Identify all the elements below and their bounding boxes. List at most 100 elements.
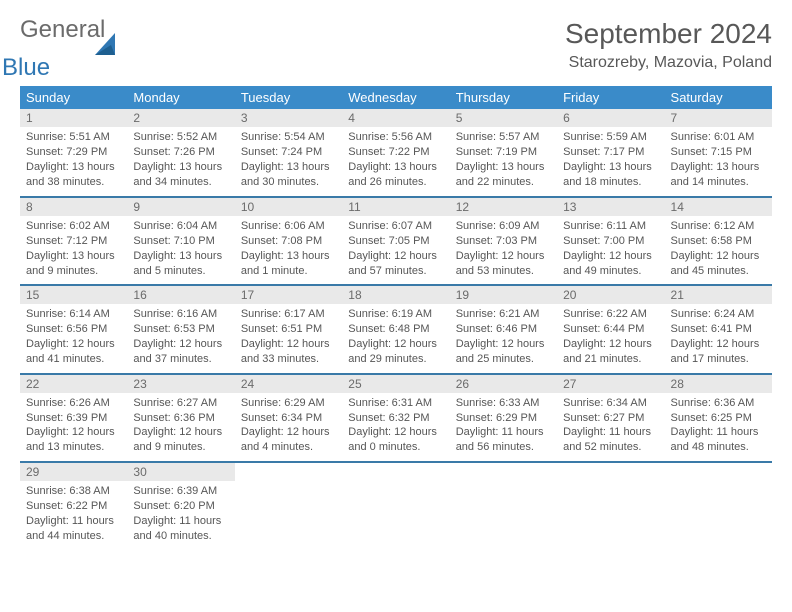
sail-icon xyxy=(93,31,123,57)
day-number: 3 xyxy=(235,109,342,127)
day-details: Sunrise: 6:24 AMSunset: 6:41 PMDaylight:… xyxy=(665,304,772,372)
day-number: 14 xyxy=(665,198,772,216)
calendar-cell: 27Sunrise: 6:34 AMSunset: 6:27 PMDayligh… xyxy=(557,374,664,462)
day-number: 24 xyxy=(235,375,342,393)
calendar-cell: 4Sunrise: 5:56 AMSunset: 7:22 PMDaylight… xyxy=(342,109,449,197)
calendar-cell: 14Sunrise: 6:12 AMSunset: 6:58 PMDayligh… xyxy=(665,197,772,285)
day-details: Sunrise: 6:04 AMSunset: 7:10 PMDaylight:… xyxy=(127,216,234,284)
calendar-cell: 11Sunrise: 6:07 AMSunset: 7:05 PMDayligh… xyxy=(342,197,449,285)
calendar-row: 1Sunrise: 5:51 AMSunset: 7:29 PMDaylight… xyxy=(20,109,772,197)
calendar-cell: 7Sunrise: 6:01 AMSunset: 7:15 PMDaylight… xyxy=(665,109,772,197)
location: Starozreby, Mazovia, Poland xyxy=(565,54,772,72)
day-number: 30 xyxy=(127,463,234,481)
calendar-row: 8Sunrise: 6:02 AMSunset: 7:12 PMDaylight… xyxy=(20,197,772,285)
logo-blue: Blue xyxy=(2,54,50,81)
day-number: 29 xyxy=(20,463,127,481)
day-details: Sunrise: 6:38 AMSunset: 6:22 PMDaylight:… xyxy=(20,481,127,549)
calendar-cell: 8Sunrise: 6:02 AMSunset: 7:12 PMDaylight… xyxy=(20,197,127,285)
calendar-cell: 22Sunrise: 6:26 AMSunset: 6:39 PMDayligh… xyxy=(20,374,127,462)
day-details: Sunrise: 6:19 AMSunset: 6:48 PMDaylight:… xyxy=(342,304,449,372)
weekday-header: Monday xyxy=(127,86,234,109)
day-number: 19 xyxy=(450,286,557,304)
day-number: 11 xyxy=(342,198,449,216)
calendar-cell: 24Sunrise: 6:29 AMSunset: 6:34 PMDayligh… xyxy=(235,374,342,462)
calendar-cell: 12Sunrise: 6:09 AMSunset: 7:03 PMDayligh… xyxy=(450,197,557,285)
day-number: 7 xyxy=(665,109,772,127)
calendar-cell: 30Sunrise: 6:39 AMSunset: 6:20 PMDayligh… xyxy=(127,462,234,550)
day-details: Sunrise: 5:59 AMSunset: 7:17 PMDaylight:… xyxy=(557,127,664,195)
day-number: 27 xyxy=(557,375,664,393)
weekday-header: Thursday xyxy=(450,86,557,109)
day-details: Sunrise: 6:29 AMSunset: 6:34 PMDaylight:… xyxy=(235,393,342,461)
day-details: Sunrise: 5:52 AMSunset: 7:26 PMDaylight:… xyxy=(127,127,234,195)
day-details: Sunrise: 6:01 AMSunset: 7:15 PMDaylight:… xyxy=(665,127,772,195)
day-details: Sunrise: 5:56 AMSunset: 7:22 PMDaylight:… xyxy=(342,127,449,195)
day-details: Sunrise: 5:54 AMSunset: 7:24 PMDaylight:… xyxy=(235,127,342,195)
calendar-cell xyxy=(235,462,342,550)
day-number: 17 xyxy=(235,286,342,304)
weekday-header: Tuesday xyxy=(235,86,342,109)
day-details: Sunrise: 6:21 AMSunset: 6:46 PMDaylight:… xyxy=(450,304,557,372)
day-number: 25 xyxy=(342,375,449,393)
calendar-cell xyxy=(342,462,449,550)
day-details: Sunrise: 5:57 AMSunset: 7:19 PMDaylight:… xyxy=(450,127,557,195)
day-number: 16 xyxy=(127,286,234,304)
header: General Blue September 2024 Starozreby, … xyxy=(20,18,772,72)
calendar-cell: 20Sunrise: 6:22 AMSunset: 6:44 PMDayligh… xyxy=(557,285,664,373)
calendar-cell: 29Sunrise: 6:38 AMSunset: 6:22 PMDayligh… xyxy=(20,462,127,550)
weekday-header: Friday xyxy=(557,86,664,109)
day-details: Sunrise: 6:27 AMSunset: 6:36 PMDaylight:… xyxy=(127,393,234,461)
weekday-header: Wednesday xyxy=(342,86,449,109)
calendar-cell: 2Sunrise: 5:52 AMSunset: 7:26 PMDaylight… xyxy=(127,109,234,197)
logo: General Blue xyxy=(20,18,123,66)
day-number: 2 xyxy=(127,109,234,127)
day-number: 9 xyxy=(127,198,234,216)
day-number: 12 xyxy=(450,198,557,216)
calendar-cell: 13Sunrise: 6:11 AMSunset: 7:00 PMDayligh… xyxy=(557,197,664,285)
day-number: 21 xyxy=(665,286,772,304)
day-details: Sunrise: 6:33 AMSunset: 6:29 PMDaylight:… xyxy=(450,393,557,461)
day-number: 6 xyxy=(557,109,664,127)
day-number: 26 xyxy=(450,375,557,393)
day-number: 8 xyxy=(20,198,127,216)
calendar-cell: 5Sunrise: 5:57 AMSunset: 7:19 PMDaylight… xyxy=(450,109,557,197)
day-number: 28 xyxy=(665,375,772,393)
day-details: Sunrise: 6:09 AMSunset: 7:03 PMDaylight:… xyxy=(450,216,557,284)
day-details: Sunrise: 6:17 AMSunset: 6:51 PMDaylight:… xyxy=(235,304,342,372)
calendar-row: 22Sunrise: 6:26 AMSunset: 6:39 PMDayligh… xyxy=(20,374,772,462)
day-number: 5 xyxy=(450,109,557,127)
day-details: Sunrise: 6:22 AMSunset: 6:44 PMDaylight:… xyxy=(557,304,664,372)
day-number: 4 xyxy=(342,109,449,127)
calendar-cell xyxy=(557,462,664,550)
calendar-cell: 3Sunrise: 5:54 AMSunset: 7:24 PMDaylight… xyxy=(235,109,342,197)
calendar-body: 1Sunrise: 5:51 AMSunset: 7:29 PMDaylight… xyxy=(20,109,772,550)
calendar-cell: 16Sunrise: 6:16 AMSunset: 6:53 PMDayligh… xyxy=(127,285,234,373)
calendar-cell: 17Sunrise: 6:17 AMSunset: 6:51 PMDayligh… xyxy=(235,285,342,373)
calendar-cell: 6Sunrise: 5:59 AMSunset: 7:17 PMDaylight… xyxy=(557,109,664,197)
calendar-cell: 1Sunrise: 5:51 AMSunset: 7:29 PMDaylight… xyxy=(20,109,127,197)
title-block: September 2024 Starozreby, Mazovia, Pola… xyxy=(565,18,772,72)
day-details: Sunrise: 5:51 AMSunset: 7:29 PMDaylight:… xyxy=(20,127,127,195)
calendar-cell: 10Sunrise: 6:06 AMSunset: 7:08 PMDayligh… xyxy=(235,197,342,285)
day-details: Sunrise: 6:26 AMSunset: 6:39 PMDaylight:… xyxy=(20,393,127,461)
calendar-row: 29Sunrise: 6:38 AMSunset: 6:22 PMDayligh… xyxy=(20,462,772,550)
day-number: 13 xyxy=(557,198,664,216)
day-details: Sunrise: 6:02 AMSunset: 7:12 PMDaylight:… xyxy=(20,216,127,284)
calendar-cell: 15Sunrise: 6:14 AMSunset: 6:56 PMDayligh… xyxy=(20,285,127,373)
calendar-cell: 25Sunrise: 6:31 AMSunset: 6:32 PMDayligh… xyxy=(342,374,449,462)
calendar-cell: 28Sunrise: 6:36 AMSunset: 6:25 PMDayligh… xyxy=(665,374,772,462)
day-details: Sunrise: 6:14 AMSunset: 6:56 PMDaylight:… xyxy=(20,304,127,372)
day-details: Sunrise: 6:39 AMSunset: 6:20 PMDaylight:… xyxy=(127,481,234,549)
calendar-cell: 26Sunrise: 6:33 AMSunset: 6:29 PMDayligh… xyxy=(450,374,557,462)
calendar-cell: 21Sunrise: 6:24 AMSunset: 6:41 PMDayligh… xyxy=(665,285,772,373)
calendar-row: 15Sunrise: 6:14 AMSunset: 6:56 PMDayligh… xyxy=(20,285,772,373)
day-details: Sunrise: 6:34 AMSunset: 6:27 PMDaylight:… xyxy=(557,393,664,461)
day-details: Sunrise: 6:11 AMSunset: 7:00 PMDaylight:… xyxy=(557,216,664,284)
day-number: 1 xyxy=(20,109,127,127)
day-number: 15 xyxy=(20,286,127,304)
day-details: Sunrise: 6:06 AMSunset: 7:08 PMDaylight:… xyxy=(235,216,342,284)
calendar-cell: 19Sunrise: 6:21 AMSunset: 6:46 PMDayligh… xyxy=(450,285,557,373)
calendar-cell: 9Sunrise: 6:04 AMSunset: 7:10 PMDaylight… xyxy=(127,197,234,285)
weekday-header: Sunday xyxy=(20,86,127,109)
calendar-cell xyxy=(450,462,557,550)
